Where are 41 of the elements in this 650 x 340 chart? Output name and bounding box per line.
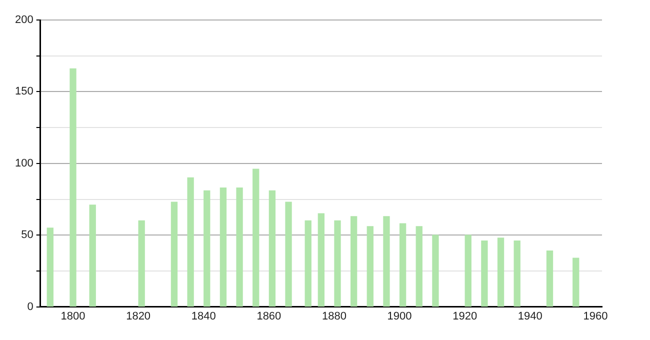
bar — [383, 216, 390, 307]
x-tick-label: 1860 — [256, 310, 282, 322]
y-tick-label: 150 — [14, 86, 34, 98]
bar — [350, 216, 358, 307]
bar — [514, 240, 520, 307]
bar — [89, 204, 96, 307]
bar — [572, 258, 580, 307]
bar — [204, 190, 210, 307]
bar — [252, 168, 260, 307]
bar — [546, 250, 554, 307]
bar — [236, 187, 243, 307]
bar — [268, 190, 276, 307]
x-tick-label: 1920 — [452, 310, 478, 322]
y-tick-label: 50 — [21, 229, 34, 242]
bar — [187, 177, 194, 307]
y-tick-label: 0 — [27, 300, 34, 313]
bar — [285, 202, 292, 307]
bar — [70, 68, 76, 307]
x-tick-label: 1820 — [126, 310, 151, 322]
bar — [334, 220, 341, 307]
bar — [497, 238, 504, 307]
x-tick-label: 1840 — [191, 310, 216, 322]
bar — [481, 240, 488, 307]
bar — [46, 228, 54, 307]
x-tick-label: 1940 — [518, 310, 542, 322]
bar — [170, 202, 178, 307]
bar — [138, 220, 145, 307]
x-tick-label: 1800 — [60, 310, 86, 322]
bar — [318, 213, 325, 307]
bar — [464, 234, 472, 307]
bar — [432, 234, 439, 307]
bar — [416, 226, 422, 307]
bar — [304, 220, 312, 307]
y-tick-label: 100 — [14, 157, 34, 170]
x-tick-label: 1900 — [387, 310, 412, 322]
bar — [220, 187, 227, 307]
x-tick-label: 1960 — [583, 310, 608, 322]
bar — [399, 223, 406, 307]
x-tick-label: 1880 — [322, 310, 346, 322]
bar — [366, 226, 374, 307]
y-tick-label: 200 — [14, 14, 34, 26]
